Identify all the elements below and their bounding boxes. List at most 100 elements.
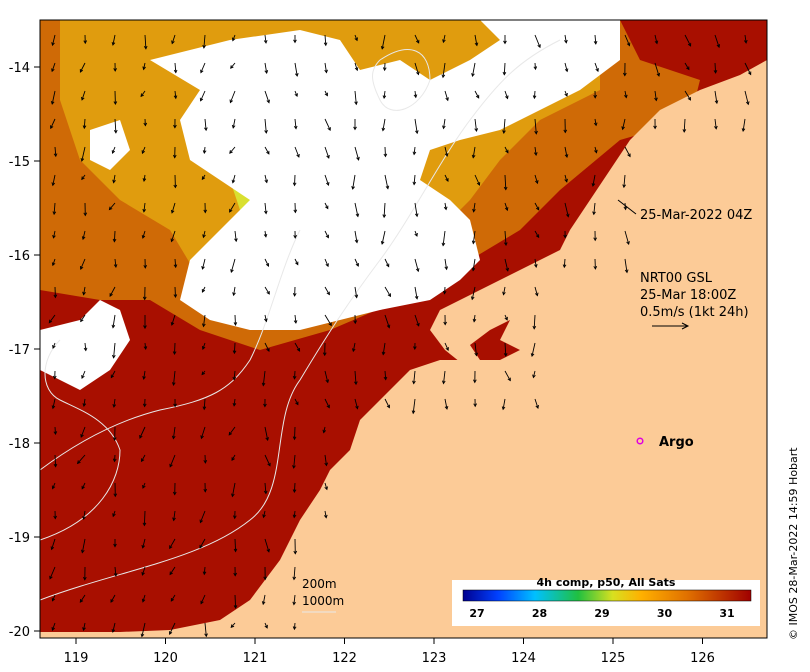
current-vector bbox=[112, 510, 116, 518]
current-vector bbox=[80, 538, 86, 554]
argo-label: Argo bbox=[659, 435, 694, 450]
current-vector bbox=[113, 566, 118, 577]
current-vector bbox=[51, 594, 56, 602]
current-vector bbox=[563, 118, 568, 134]
current-vector bbox=[168, 622, 176, 636]
current-vector bbox=[354, 90, 358, 106]
current-vector bbox=[264, 118, 268, 134]
current-vector bbox=[140, 90, 146, 98]
current-vector bbox=[294, 62, 299, 77]
current-vector bbox=[51, 482, 56, 490]
current-vector bbox=[412, 370, 416, 385]
current-vector bbox=[743, 34, 748, 44]
current-vector bbox=[380, 34, 386, 50]
current-vector bbox=[443, 314, 447, 326]
current-vector bbox=[441, 230, 446, 247]
bathymetry-contours bbox=[40, 39, 561, 601]
current-vector bbox=[292, 370, 297, 380]
current-vector bbox=[442, 34, 446, 44]
current-vector bbox=[564, 202, 570, 218]
current-vector bbox=[264, 62, 269, 75]
current-vector bbox=[294, 146, 300, 158]
current-vector bbox=[713, 62, 718, 74]
current-vector bbox=[442, 118, 446, 130]
current-vector bbox=[51, 34, 56, 47]
x-tick-label: 126 bbox=[690, 651, 715, 666]
current-vector bbox=[112, 398, 117, 408]
current-vector bbox=[354, 146, 360, 161]
current-vector bbox=[682, 118, 687, 133]
current-vector bbox=[534, 258, 538, 268]
current-vector bbox=[232, 286, 236, 297]
current-vector bbox=[593, 118, 598, 127]
current-vector bbox=[744, 62, 752, 76]
current-vector bbox=[202, 398, 207, 411]
current-vector bbox=[142, 174, 147, 183]
current-vector bbox=[444, 146, 449, 157]
current-vector bbox=[141, 230, 146, 239]
current-vector bbox=[293, 118, 298, 130]
current-vector bbox=[564, 34, 568, 44]
current-vector bbox=[294, 398, 299, 406]
current-vector bbox=[442, 286, 447, 295]
current-vector bbox=[199, 538, 206, 549]
current-vector bbox=[231, 118, 236, 129]
current-vector bbox=[53, 146, 58, 158]
current-vector bbox=[80, 426, 86, 438]
current-vector bbox=[264, 538, 270, 553]
current-vector bbox=[473, 398, 477, 408]
current-vector bbox=[111, 342, 116, 359]
current-vector bbox=[534, 174, 539, 185]
current-vector bbox=[414, 286, 419, 300]
current-vector bbox=[113, 482, 118, 498]
current-vector bbox=[113, 539, 117, 548]
current-vector bbox=[139, 426, 146, 439]
y-axis: -14 -15 -16 -17 -18 -19 -20 bbox=[9, 61, 40, 640]
current-vector bbox=[229, 202, 236, 213]
current-vector bbox=[292, 566, 297, 581]
current-vector bbox=[200, 62, 206, 74]
colorbar-tick-label: 28 bbox=[532, 607, 547, 620]
colorbar-tick-label: 31 bbox=[719, 607, 734, 620]
current-scale-label: 0.5m/s (1kt 24h) bbox=[640, 305, 749, 320]
current-vector bbox=[622, 174, 626, 189]
current-vector bbox=[173, 398, 177, 408]
current-vector bbox=[624, 146, 631, 158]
colorbar-ticks: 27 28 29 30 31 bbox=[469, 607, 734, 620]
current-vector bbox=[502, 118, 506, 135]
current-vector bbox=[714, 34, 721, 49]
current-vector bbox=[142, 370, 146, 380]
current-vector bbox=[504, 258, 510, 272]
current-vector bbox=[264, 342, 270, 352]
current-vector bbox=[324, 118, 331, 132]
current-vector bbox=[172, 510, 176, 522]
current-vector bbox=[744, 90, 750, 106]
current-vector bbox=[384, 174, 390, 190]
current-vector bbox=[80, 146, 86, 162]
current-vector bbox=[443, 202, 448, 211]
current-vector bbox=[322, 342, 327, 357]
current-vector bbox=[141, 146, 146, 155]
current-vector bbox=[262, 510, 266, 519]
current-vector bbox=[324, 454, 329, 467]
current-vector bbox=[200, 426, 206, 440]
current-vector bbox=[52, 342, 56, 349]
current-vector bbox=[83, 34, 88, 45]
colorbar-gradient bbox=[462, 589, 752, 602]
current-vector bbox=[112, 426, 117, 442]
argo-float-marker[interactable] bbox=[636, 437, 644, 445]
current-vector bbox=[261, 370, 266, 387]
current-vector bbox=[292, 174, 297, 187]
current-vector bbox=[141, 538, 146, 549]
current-vector bbox=[593, 230, 597, 242]
current-vector bbox=[504, 230, 508, 247]
current-vector bbox=[534, 34, 541, 49]
y-tick-label: -18 bbox=[9, 437, 30, 452]
current-vector bbox=[654, 90, 658, 102]
current-vector bbox=[52, 370, 57, 380]
current-vector bbox=[202, 230, 206, 239]
current-vector bbox=[624, 258, 629, 274]
current-vector bbox=[111, 34, 116, 46]
current-vector bbox=[203, 454, 208, 464]
current-vector bbox=[201, 370, 206, 376]
